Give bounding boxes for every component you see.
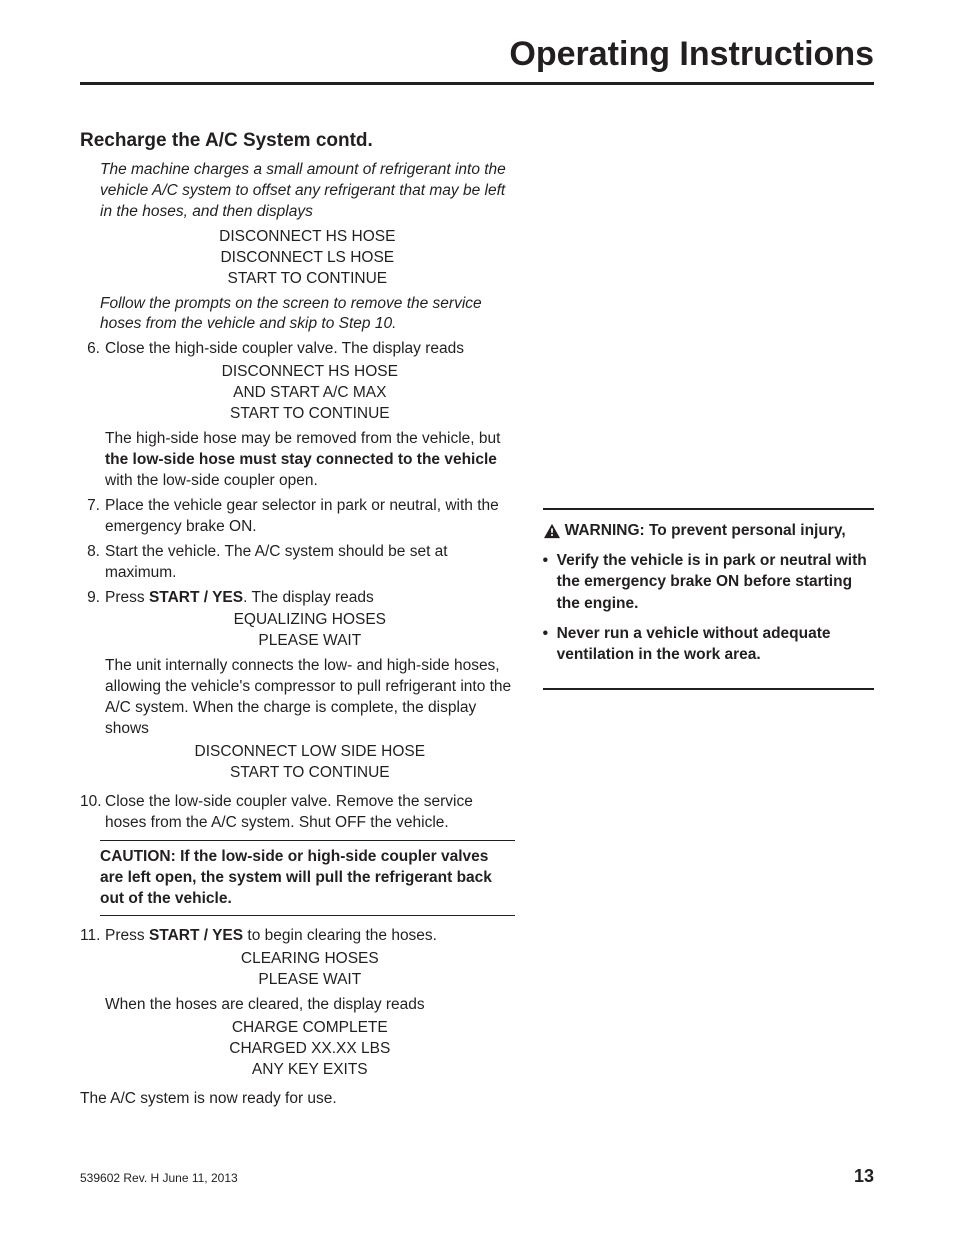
step-9-lead-b: . The display reads: [243, 589, 374, 606]
step-6-display: DISCONNECT HS HOSE AND START A/C MAX STA…: [105, 362, 515, 425]
step-text: Close the high-side coupler valve. The d…: [105, 339, 515, 491]
intro-follow: Follow the prompts on the screen to remo…: [100, 294, 515, 336]
caution-box: CAUTION: If the low-side or high-side co…: [100, 840, 515, 917]
display-line: DISCONNECT HS HOSE: [100, 227, 515, 248]
display-line: EQUALIZING HOSES: [105, 610, 515, 631]
display-line: CLEARING HOSES: [105, 949, 515, 970]
step-number: 7.: [80, 496, 100, 538]
display-line: PLEASE WAIT: [105, 970, 515, 991]
page-footer: 539602 Rev. H June 11, 2013 13: [80, 1166, 874, 1187]
display-line: START TO CONTINUE: [105, 404, 515, 425]
step-11-display2: CHARGE COMPLETE CHARGED XX.XX LBS ANY KE…: [105, 1018, 515, 1081]
step-9-lead-bold: START / YES: [149, 589, 243, 606]
warning-bullet-text: Never run a vehicle without adequate ven…: [557, 623, 874, 666]
step-9-display1: EQUALIZING HOSES PLEASE WAIT: [105, 610, 515, 652]
step-11: 11. Press START / YES to begin clearing …: [80, 926, 515, 1084]
left-column: Recharge the A/C System contd. The machi…: [80, 130, 515, 1110]
warning-bullet: • Verify the vehicle is in park or neutr…: [543, 550, 874, 615]
display-line: ANY KEY EXITS: [105, 1060, 515, 1081]
final-line: The A/C system is now ready for use.: [80, 1089, 515, 1110]
step-number: 8.: [80, 542, 100, 584]
step-text: Start the vehicle. The A/C system should…: [105, 542, 515, 584]
display-line: DISCONNECT HS HOSE: [105, 362, 515, 383]
content-columns: Recharge the A/C System contd. The machi…: [80, 130, 874, 1110]
warning-box: WARNING: To prevent personal injury, • V…: [543, 508, 874, 690]
step-9-display2: DISCONNECT LOW SIDE HOSE START TO CONTIN…: [105, 742, 515, 784]
step-9-lead-a: Press: [105, 589, 149, 606]
intro-display: DISCONNECT HS HOSE DISCONNECT LS HOSE ST…: [100, 227, 515, 290]
page-header-title: Operating Instructions: [80, 35, 874, 85]
section-heading: Recharge the A/C System contd.: [80, 130, 515, 152]
step-11-lead-a: Press: [105, 927, 149, 944]
step-text: Place the vehicle gear selector in park …: [105, 496, 515, 538]
step-11-mid: When the hoses are cleared, the display …: [105, 996, 425, 1013]
step-text: Press START / YES. The display reads EQU…: [105, 588, 515, 788]
step-6-after-b: with the low-side coupler open.: [105, 472, 318, 489]
step-9: 9. Press START / YES. The display reads …: [80, 588, 515, 788]
display-line: CHARGED XX.XX LBS: [105, 1039, 515, 1060]
display-line: AND START A/C MAX: [105, 383, 515, 404]
step-7: 7. Place the vehicle gear selector in pa…: [80, 496, 515, 538]
display-line: DISCONNECT LOW SIDE HOSE: [105, 742, 515, 763]
warning-head-text: WARNING: To prevent personal injury,: [565, 520, 846, 542]
warning-heading: WARNING: To prevent personal injury,: [543, 520, 874, 542]
footer-page-number: 13: [854, 1166, 874, 1187]
display-line: PLEASE WAIT: [105, 631, 515, 652]
step-6-lead: Close the high-side coupler valve. The d…: [105, 340, 464, 357]
warning-bullet: • Never run a vehicle without adequate v…: [543, 623, 874, 666]
intro-italic-text: The machine charges a small amount of re…: [100, 160, 515, 223]
display-line: START TO CONTINUE: [100, 269, 515, 290]
warning-bullet-text: Verify the vehicle is in park or neutral…: [557, 550, 874, 615]
step-number: 6.: [80, 339, 100, 491]
step-number: 9.: [80, 588, 100, 788]
step-11-lead-b: to begin clearing the hoses.: [243, 927, 437, 944]
warning-triangle-icon: [543, 523, 561, 539]
footer-rev: 539602 Rev. H June 11, 2013: [80, 1171, 238, 1185]
step-11-display1: CLEARING HOSES PLEASE WAIT: [105, 949, 515, 991]
display-line: START TO CONTINUE: [105, 763, 515, 784]
step-11-lead-bold: START / YES: [149, 927, 243, 944]
step-number: 11.: [80, 926, 100, 1084]
step-9-mid: The unit internally connects the low- an…: [105, 657, 511, 737]
display-line: DISCONNECT LS HOSE: [100, 248, 515, 269]
step-6-after-bold: the low-side hose must stay connected to…: [105, 451, 497, 468]
intro-block: The machine charges a small amount of re…: [100, 160, 515, 335]
step-6-after-a: The high-side hose may be removed from t…: [105, 430, 500, 447]
step-8: 8. Start the vehicle. The A/C system sho…: [80, 542, 515, 584]
bullet-dot: •: [543, 623, 557, 666]
step-number: 10.: [80, 792, 100, 834]
step-text: Close the low-side coupler valve. Remove…: [105, 792, 515, 834]
step-6: 6. Close the high-side coupler valve. Th…: [80, 339, 515, 491]
display-line: CHARGE COMPLETE: [105, 1018, 515, 1039]
right-column: WARNING: To prevent personal injury, • V…: [543, 130, 874, 1110]
bullet-dot: •: [543, 550, 557, 615]
step-10: 10. Close the low-side coupler valve. Re…: [80, 792, 515, 834]
step-text: Press START / YES to begin clearing the …: [105, 926, 515, 1084]
